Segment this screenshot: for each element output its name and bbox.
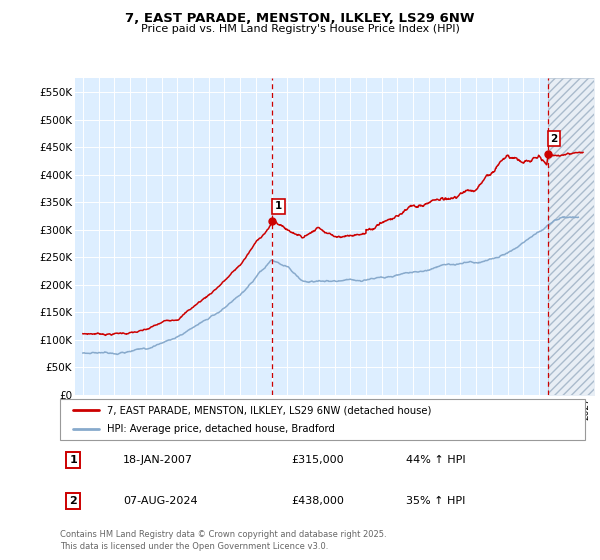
Text: HPI: Average price, detached house, Bradford: HPI: Average price, detached house, Brad… xyxy=(107,424,335,433)
Text: 2: 2 xyxy=(69,496,77,506)
Text: £438,000: £438,000 xyxy=(291,496,344,506)
Text: 1: 1 xyxy=(69,455,77,465)
Text: 1: 1 xyxy=(275,202,282,211)
Text: 07-AUG-2024: 07-AUG-2024 xyxy=(123,496,197,506)
Text: 35% ↑ HPI: 35% ↑ HPI xyxy=(407,496,466,506)
Text: 18-JAN-2007: 18-JAN-2007 xyxy=(123,455,193,465)
Text: 44% ↑ HPI: 44% ↑ HPI xyxy=(407,455,466,465)
Text: £315,000: £315,000 xyxy=(291,455,344,465)
Text: Price paid vs. HM Land Registry's House Price Index (HPI): Price paid vs. HM Land Registry's House … xyxy=(140,24,460,34)
Text: 7, EAST PARADE, MENSTON, ILKLEY, LS29 6NW (detached house): 7, EAST PARADE, MENSTON, ILKLEY, LS29 6N… xyxy=(107,405,431,415)
Text: 7, EAST PARADE, MENSTON, ILKLEY, LS29 6NW: 7, EAST PARADE, MENSTON, ILKLEY, LS29 6N… xyxy=(125,12,475,25)
Text: 2: 2 xyxy=(550,134,557,144)
Text: Contains HM Land Registry data © Crown copyright and database right 2025.
This d: Contains HM Land Registry data © Crown c… xyxy=(60,530,386,551)
